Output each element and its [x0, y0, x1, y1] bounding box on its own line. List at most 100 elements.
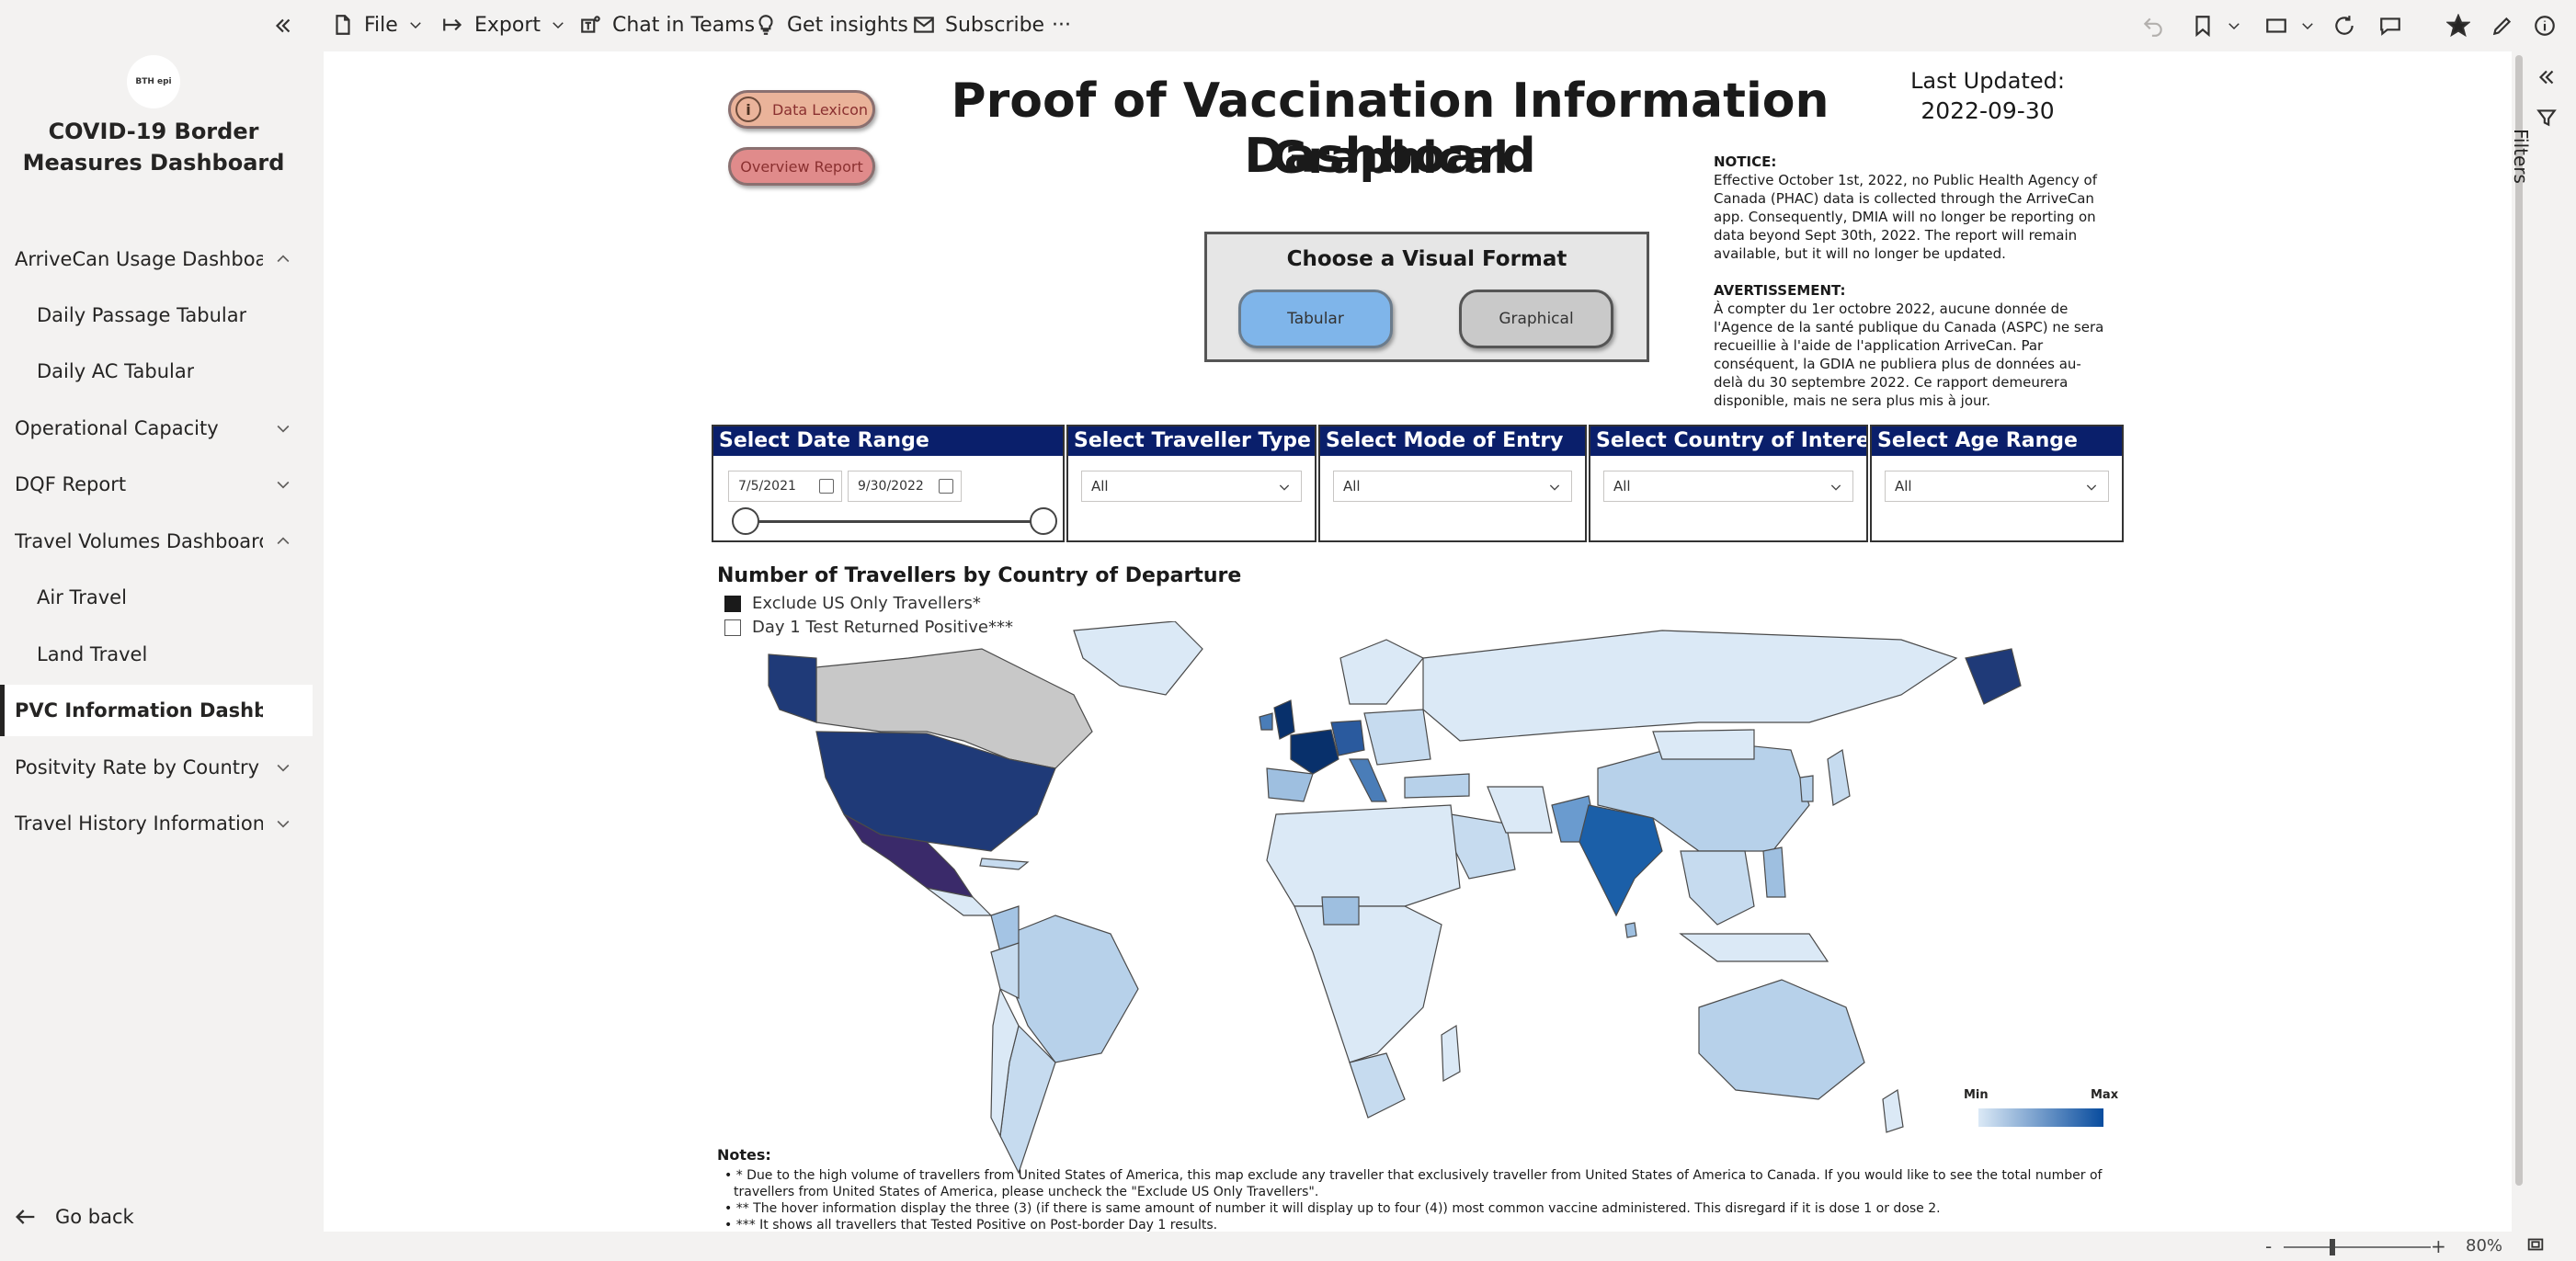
edit-pencil-icon[interactable]: [2488, 11, 2517, 40]
country-header: Select Country of Interest: [1590, 426, 1866, 456]
nav-item-land-travel[interactable]: Land Travel: [0, 629, 313, 680]
collapse-nav-icon[interactable]: [268, 11, 298, 40]
fit-to-page-icon[interactable]: [2521, 1230, 2550, 1259]
comment-icon[interactable]: [2376, 11, 2405, 40]
file-menu[interactable]: File: [331, 9, 424, 40]
export-menu[interactable]: Export: [441, 9, 566, 40]
bookmark-chevron-icon[interactable]: [2219, 11, 2249, 40]
filters-label[interactable]: Filters: [2510, 129, 2532, 184]
expand-filters-icon[interactable]: [2532, 62, 2561, 92]
zoom-out-button[interactable]: -: [2265, 1235, 2273, 1257]
country-turkey[interactable]: [1404, 773, 1470, 799]
country-cuba[interactable]: [979, 858, 1030, 870]
mode-of-entry-dropdown[interactable]: All: [1333, 471, 1572, 502]
age-range-dropdown[interactable]: All: [1885, 471, 2109, 502]
date-slider-track[interactable]: [745, 520, 1046, 523]
get-insights-button[interactable]: Get insights: [754, 9, 908, 40]
nav-item-arrivecan-usage[interactable]: ArriveCan Usage Dashboard: [0, 233, 313, 285]
country-southeast-asia[interactable]: [1680, 850, 1755, 926]
country-scandinavia[interactable]: [1339, 639, 1424, 705]
start-date-input[interactable]: 7/5/2021: [728, 471, 842, 502]
country-italy[interactable]: [1349, 758, 1387, 802]
country-russia[interactable]: [1422, 630, 1958, 742]
country-india[interactable]: [1579, 804, 1663, 917]
country-sri-lanka[interactable]: [1624, 922, 1637, 938]
graphical-button[interactable]: Graphical: [1459, 290, 1613, 348]
country-chile[interactable]: [990, 987, 1020, 1139]
nav-label: Daily AC Tabular: [37, 360, 195, 382]
subscribe-button[interactable]: Subscribe: [912, 9, 1044, 40]
undo-icon[interactable]: [2138, 11, 2168, 40]
overview-report-button[interactable]: Overview Report: [728, 147, 875, 186]
country-ireland[interactable]: [1259, 712, 1273, 731]
country-peru[interactable]: [990, 942, 1020, 999]
country-france[interactable]: [1290, 729, 1339, 775]
country-dropdown[interactable]: All: [1603, 471, 1853, 502]
refresh-icon[interactable]: [2330, 11, 2359, 40]
notice-text: Effective October 1st, 2022, no Public H…: [1714, 172, 2097, 262]
country-north-africa[interactable]: [1266, 804, 1461, 907]
country-germany[interactable]: [1330, 720, 1365, 756]
age-range-header: Select Age Range: [1872, 426, 2122, 456]
country-usa[interactable]: [815, 731, 1056, 852]
view-icon[interactable]: [2262, 11, 2291, 40]
country-uk[interactable]: [1273, 699, 1295, 740]
teams-icon: [581, 16, 600, 33]
data-lexicon-button[interactable]: i Data Lexicon: [728, 90, 875, 129]
country-madagascar[interactable]: [1441, 1024, 1461, 1082]
file-icon: [336, 15, 350, 35]
nav-item-pvc-information[interactable]: PVC Information Dashboard: [0, 685, 313, 736]
exclude-us-checkbox[interactable]: Exclude US Only Travellers*: [724, 594, 981, 613]
country-japan[interactable]: [1827, 749, 1851, 806]
zoom-slider-handle[interactable]: [2330, 1239, 2335, 1255]
country-greenland[interactable]: [1073, 621, 1203, 696]
date-range-header: Select Date Range: [713, 426, 1063, 456]
view-chevron-icon[interactable]: [2293, 11, 2322, 40]
go-back-button[interactable]: Go back: [13, 1204, 134, 1230]
note-item: • *** It shows all travellers that Teste…: [724, 1218, 1218, 1232]
country-south-africa[interactable]: [1349, 1052, 1406, 1119]
traveller-type-dropdown[interactable]: All: [1081, 471, 1302, 502]
country-nigeria[interactable]: [1321, 896, 1360, 926]
end-date-input[interactable]: 9/30/2022: [848, 471, 962, 502]
country-usa-alaska[interactable]: [768, 653, 817, 723]
country-indonesia[interactable]: [1679, 933, 1829, 962]
date-slider-start-handle[interactable]: [732, 507, 759, 535]
subscribe-label: Subscribe: [945, 13, 1045, 37]
nav-item-daily-passage-tabular[interactable]: Daily Passage Tabular: [0, 290, 313, 341]
day1-positive-checkbox[interactable]: Day 1 Test Returned Positive***: [724, 618, 1013, 637]
nav-item-dqf-report[interactable]: DQF Report: [0, 459, 313, 510]
zoom-in-button[interactable]: +: [2431, 1235, 2446, 1257]
nav-item-travel-history[interactable]: Travel History Information ...: [0, 798, 313, 849]
country-philippines[interactable]: [1762, 846, 1786, 898]
page-subtitle: Graphical: [1271, 132, 1509, 184]
country-eastern-europe[interactable]: [1363, 709, 1431, 766]
notes-section: Notes: • * Due to the high volume of tra…: [717, 1147, 2151, 1233]
nav-item-air-travel[interactable]: Air Travel: [0, 572, 313, 623]
nav-item-positivity-rate[interactable]: Positvity Rate by Country o...: [0, 742, 313, 793]
overview-report-label: Overview Report: [740, 157, 863, 176]
country-korea[interactable]: [1799, 775, 1814, 802]
country-australia[interactable]: [1698, 979, 1865, 1100]
vertical-scrollbar[interactable]: [2515, 55, 2523, 1186]
country-east-russia-region[interactable]: [1965, 648, 2022, 705]
nav-item-daily-ac-tabular[interactable]: Daily AC Tabular: [0, 346, 313, 397]
info-icon[interactable]: [2530, 11, 2559, 40]
favorite-star-icon[interactable]: [2444, 11, 2473, 40]
nav-item-travel-volumes[interactable]: Travel Volumes Dashboard: [0, 516, 313, 567]
world-choropleth-map[interactable]: [743, 621, 2048, 1191]
tabular-button[interactable]: Tabular: [1238, 290, 1393, 348]
zoom-slider-track[interactable]: [2284, 1246, 2431, 1248]
country-mongolia[interactable]: [1652, 729, 1755, 760]
date-slider-end-handle[interactable]: [1030, 507, 1057, 535]
more-options-button[interactable]: ···: [1052, 9, 1071, 40]
chat-in-teams-button[interactable]: Chat in Teams: [579, 9, 755, 40]
country-central-africa[interactable]: [1294, 905, 1442, 1063]
nav-label: PVC Information Dashboard: [15, 699, 263, 721]
note-item: • * Due to the high volume of travellers…: [724, 1168, 2103, 1199]
bookmark-icon[interactable]: [2188, 11, 2217, 40]
country-iran[interactable]: [1487, 786, 1553, 834]
country-spain[interactable]: [1266, 767, 1314, 802]
nav-item-operational-capacity[interactable]: Operational Capacity: [0, 403, 313, 454]
country-new-zealand[interactable]: [1882, 1089, 1904, 1133]
